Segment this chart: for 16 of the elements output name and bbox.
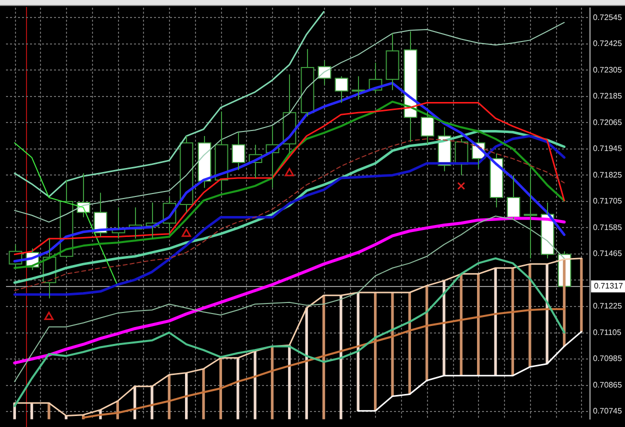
y-tick-label: 0.70985 <box>593 354 622 364</box>
y-tick-label: 0.71945 <box>593 144 622 154</box>
y-tick-label: 0.71105 <box>593 328 622 337</box>
y-tick-label: 0.70745 <box>593 406 622 416</box>
y-tick-label: 0.71825 <box>593 170 622 180</box>
y-tick-label: 0.72425 <box>593 39 622 48</box>
y-tick-label: 0.72305 <box>593 65 622 74</box>
y-tick-label: 0.72545 <box>593 12 622 22</box>
y-tick-label: 0.72185 <box>593 92 622 101</box>
y-tick-label: 0.70865 <box>593 380 622 390</box>
y-tick-label: 0.72065 <box>593 118 622 127</box>
y-tick-label: 0.71585 <box>593 222 622 232</box>
ref-line-label: 0.71317 <box>594 282 624 291</box>
y-tick-label: 0.71705 <box>593 196 622 206</box>
y-tick-label: 0.71465 <box>593 249 622 258</box>
y-tick-label: 0.71225 <box>593 302 622 311</box>
